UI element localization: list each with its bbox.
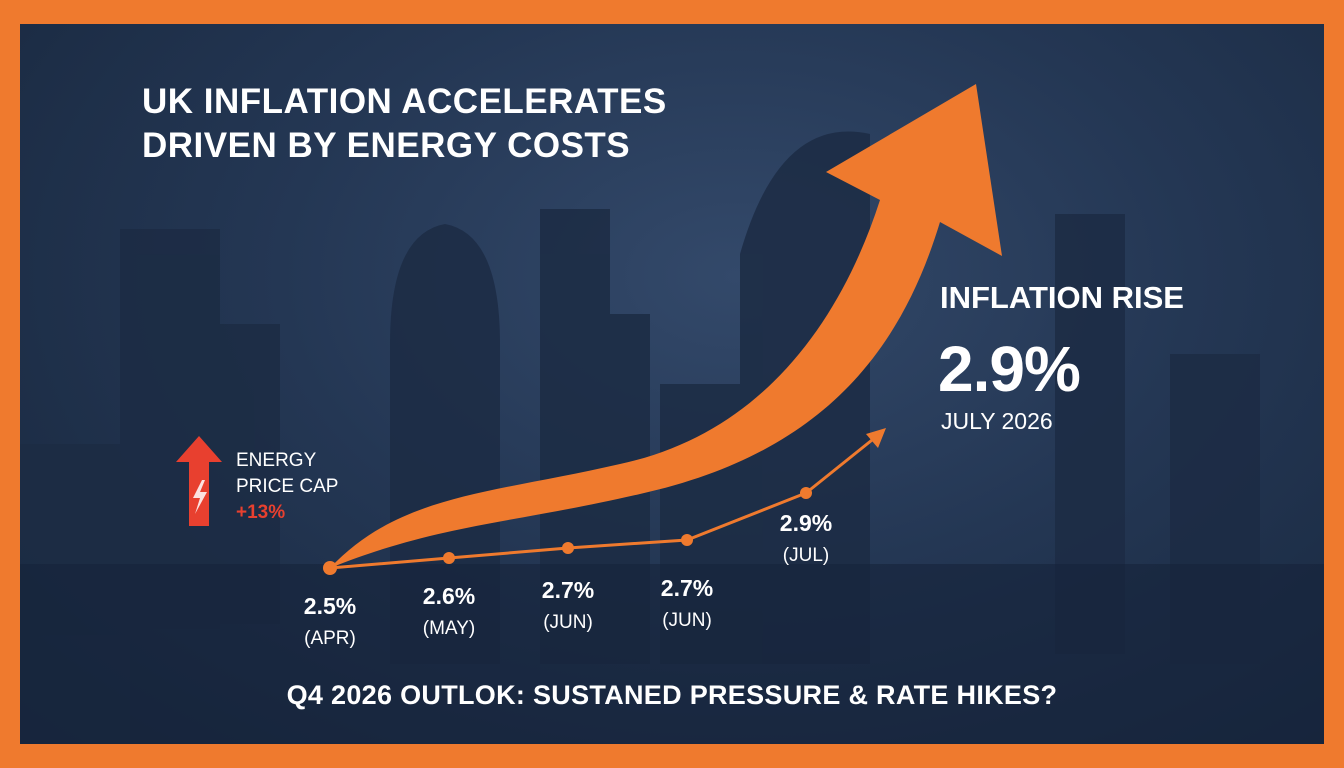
outlook-footer: Q4 2026 OUTLOK: SUSTANED PRESSURE & RATE… [286,680,1058,710]
inflation-rise-label: INFLATION RISE [940,280,1184,315]
category-label: (APR) [304,628,356,649]
data-point [800,487,812,499]
series-arrowhead [866,428,886,448]
data-label: 2.6% [423,583,475,609]
data-point [681,534,693,546]
data-point [562,542,574,554]
energy-cap-line-2: PRICE CAP [236,476,339,497]
trend-arrow [330,84,1002,568]
data-point [443,552,455,564]
inflation-chart: 2.5% (APR) 2.6% (MAY) 2.7% (JUN) 2.7% (JUN) 2.9%… [304,84,1002,649]
data-label: 2.7% [661,575,713,601]
data-label: 2.5% [304,593,356,619]
infographic-frame: UK INFLATION ACCELERATES DRIVEN BY ENERG… [20,24,1324,744]
headline: UK INFLATION ACCELERATES DRIVEN BY ENERG… [142,80,667,168]
inflation-rise-value: 2.9% [938,333,1081,405]
category-label: (JUN) [543,612,593,633]
energy-cap-line-1: ENERGY [236,450,317,471]
category-label: (MAY) [423,618,475,639]
lightning-bolt-up-arrow-icon [176,436,222,526]
series-line [329,430,883,570]
category-label: (JUN) [662,610,712,631]
headline-line-1: UK INFLATION ACCELERATES [142,82,667,121]
data-label: 2.7% [542,577,594,603]
energy-cap-text: ENERGY PRICE CAP +13% [236,448,338,526]
inflation-rise-date: JULY 2026 [941,408,1053,434]
category-label: (JUL) [783,545,829,566]
data-point [323,561,337,575]
headline-line-2: DRIVEN BY ENERGY COSTS [142,126,631,165]
energy-cap-change: +13% [236,502,286,523]
data-label: 2.9% [780,510,832,536]
